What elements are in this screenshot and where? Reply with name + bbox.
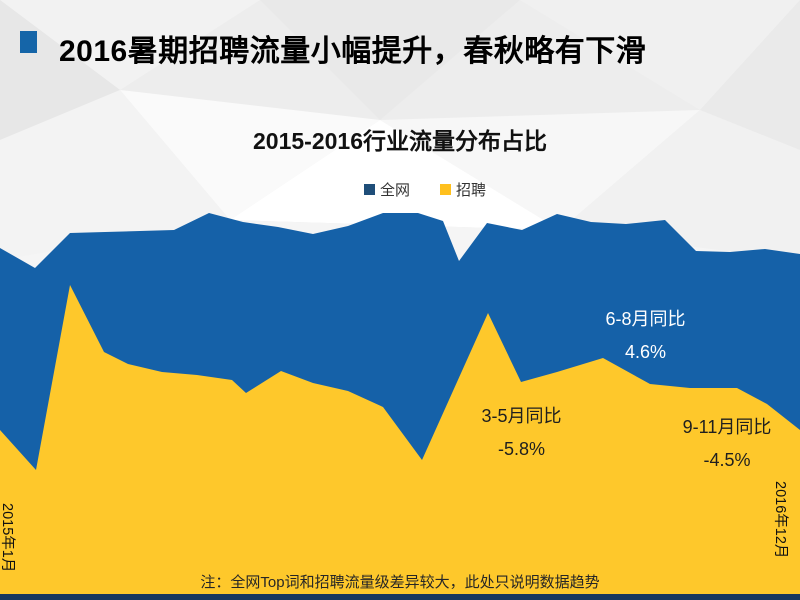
annotation-spring-line2: -5.8% xyxy=(497,439,546,459)
x-axis-start-label: 2015年1月 xyxy=(0,503,15,573)
legend-swatch-quanwang xyxy=(363,184,375,195)
series-zhaopin-area xyxy=(0,285,800,595)
bottom-bar xyxy=(0,594,800,600)
annotation-spring-line1: 3-5月同比 xyxy=(481,406,562,426)
chart-legend: 全网 招聘 xyxy=(25,179,800,200)
legend-label-zhaopin: 招聘 xyxy=(456,182,487,199)
x-axis-end-label: 2016年12月 xyxy=(772,481,788,559)
slide-title: 2016暑期招聘流量小幅提升，春秋略有下滑 xyxy=(59,35,647,68)
slide-header: 2016暑期招聘流量小幅提升，春秋略有下滑 xyxy=(0,0,800,95)
annotation-summer-yoy: 6-8月同比 4.6% xyxy=(568,303,723,369)
legend-label-quanwang: 全网 xyxy=(379,182,410,199)
annotation-spring-yoy: 3-5月同比 -5.8% xyxy=(449,400,594,466)
title-bullet-square xyxy=(20,31,37,53)
annotation-autumn-line2: -4.5% xyxy=(703,450,751,470)
legend-swatch-zhaopin xyxy=(440,184,451,195)
chart-title: 2015-2016行业流量分布占比 xyxy=(253,128,547,154)
chart-footnote: 注：全网Top词和招聘流量级差异较大，此处只说明数据趋势 xyxy=(200,574,600,591)
annotation-autumn-line1: 9-11月同比 xyxy=(682,417,772,437)
legend-item-quanwang: 全网 xyxy=(363,179,410,200)
annotation-autumn-yoy: 9-11月同比 -4.5% xyxy=(652,411,800,477)
legend-item-zhaopin: 招聘 xyxy=(440,179,486,200)
annotation-summer-line1: 6-8月同比 xyxy=(605,309,686,329)
annotation-summer-line2: 4.6% xyxy=(624,342,667,362)
